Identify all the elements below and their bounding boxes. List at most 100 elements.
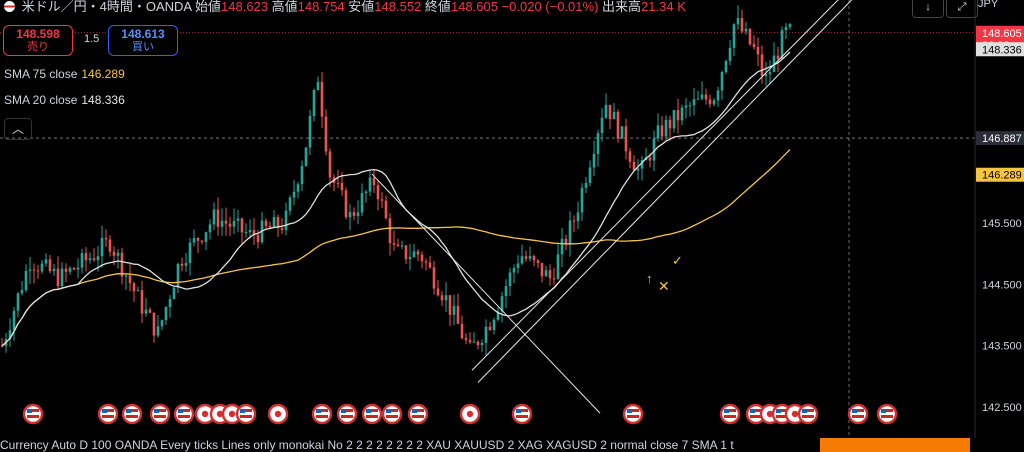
candle-body [476, 341, 480, 346]
candle-body [264, 220, 268, 226]
candle-body [60, 268, 64, 287]
spread-value: 1.5 [84, 33, 100, 45]
signal-x-mark: ✕ [658, 278, 670, 294]
us-event-icon [149, 403, 171, 425]
candle-body [724, 60, 728, 73]
candle-body [268, 225, 272, 228]
candle-body [92, 258, 96, 261]
candle-body [128, 275, 132, 284]
candle-body [544, 270, 548, 277]
candle-body [768, 72, 772, 75]
sma20-line [1, 51, 791, 347]
candle-body [312, 90, 316, 117]
candle-body [596, 133, 600, 154]
candle-body [636, 168, 640, 171]
candle-body [440, 295, 444, 301]
candle-body [736, 18, 740, 25]
candle-body [624, 126, 628, 152]
candle-body [368, 177, 372, 192]
candle-body [364, 191, 368, 194]
open-value: 148.623 [221, 0, 269, 14]
candle-body [184, 263, 188, 266]
price-axis: 142.500143.500144.500145.500150.000152.0… [974, 0, 1024, 451]
candles [0, 5, 792, 356]
candle-body [20, 290, 24, 294]
price-label: 146.887 [982, 133, 1022, 145]
download-button[interactable]: ↓ [912, 0, 944, 18]
candle-body [284, 210, 288, 230]
candle-body [292, 191, 296, 198]
candle-body [484, 326, 488, 343]
price-label-bg [976, 131, 1024, 146]
candle-body [720, 72, 724, 91]
us-event-icon [876, 403, 898, 425]
candle-body [168, 299, 172, 307]
candle-body [156, 326, 160, 336]
candle-body [764, 74, 768, 77]
candle-body [716, 90, 720, 101]
candle-body [224, 220, 228, 224]
candle-body [424, 261, 428, 263]
close-label: 終値 [424, 0, 451, 14]
collapse-legend-button[interactable]: ︿ [4, 118, 32, 140]
candle-body [316, 81, 320, 91]
candle-body [356, 212, 360, 216]
candle-body [212, 209, 216, 225]
candle-body [352, 212, 356, 216]
jp-event-icon [194, 403, 216, 425]
buy-price: 148.613 [121, 27, 165, 41]
symbol-header: 米ドル／円・4時間・OANDA 始値148.623 高値148.754 安値14… [0, 0, 686, 14]
candle-body [8, 330, 12, 339]
candle-body [612, 111, 616, 120]
us-event-icon [97, 403, 119, 425]
candle-body [452, 305, 456, 315]
expand-button[interactable]: ⤢ [946, 0, 978, 18]
candle-body [296, 184, 300, 192]
sma75-value: 146.289 [81, 67, 125, 81]
candle-body [500, 296, 504, 312]
sma20-legend[interactable]: SMA 20 close 148.336 [4, 93, 125, 107]
candle-body [552, 278, 556, 280]
candle-body [336, 182, 340, 184]
candle-body [380, 199, 384, 201]
candle-body [84, 253, 88, 261]
candle-body [68, 267, 72, 272]
candle-body [432, 267, 436, 289]
buy-button[interactable]: 148.613 買い [108, 25, 178, 56]
candle-body [308, 116, 312, 148]
candle-body [632, 161, 636, 171]
candle-body [88, 258, 92, 261]
candle-body [668, 119, 672, 129]
sell-price: 148.598 [16, 27, 60, 41]
us-event-icon [381, 403, 403, 425]
candle-body [200, 240, 204, 242]
low-value: 148.552 [374, 0, 422, 14]
candle-body [496, 311, 500, 320]
candle-body [388, 218, 392, 244]
us-event-icon [22, 403, 44, 425]
candle-body [600, 117, 604, 134]
candle-body [272, 217, 276, 228]
buy-label: 買い [132, 41, 154, 53]
candle-body [48, 259, 52, 272]
candle-body [652, 138, 656, 161]
candle-body [504, 286, 508, 297]
candle-body [112, 251, 116, 256]
sma75-legend[interactable]: SMA 75 close 146.289 [4, 67, 125, 81]
candle-body [28, 269, 32, 271]
candle-body [480, 342, 484, 346]
candle-body [116, 252, 120, 256]
sell-button[interactable]: 148.598 売り [3, 25, 73, 56]
candle-body [776, 55, 780, 59]
candle-body [140, 290, 144, 314]
trendline [477, 0, 853, 383]
sma20-value: 148.336 [81, 93, 125, 107]
candle-body [384, 200, 388, 219]
candle-body [412, 251, 416, 258]
candle-body [772, 55, 776, 73]
price-label-bg [976, 42, 1024, 57]
jp-event-icon [459, 403, 481, 425]
candle-body [656, 125, 660, 139]
candle-body [208, 224, 212, 233]
